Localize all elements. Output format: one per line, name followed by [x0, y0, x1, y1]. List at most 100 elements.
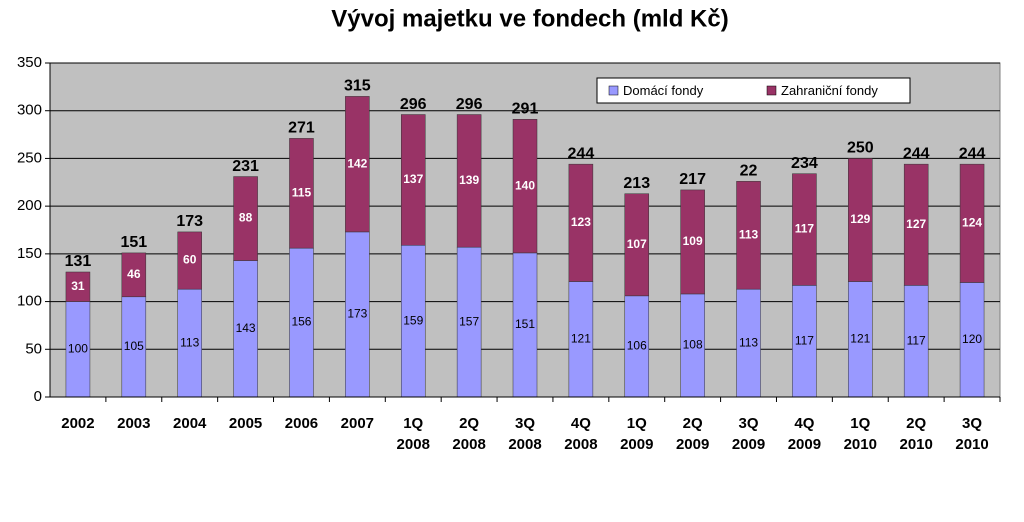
value-label: 60 [183, 253, 197, 267]
bar-segment [289, 138, 314, 249]
total-label: 296 [400, 96, 427, 113]
value-label: 173 [347, 307, 367, 321]
total-label: 151 [120, 234, 147, 251]
bar-segment [624, 295, 650, 398]
total-label: 131 [65, 253, 92, 270]
total-label: 22 [740, 163, 758, 180]
value-label: 88 [239, 211, 253, 225]
y-tick-label: 50 [25, 340, 42, 357]
value-label: 113 [739, 335, 758, 349]
bar-segment [512, 119, 538, 254]
total-label: 315 [344, 78, 371, 95]
bar-segment [345, 96, 370, 233]
total-label: 244 [568, 145, 595, 162]
value-label: 105 [124, 339, 144, 353]
legend-swatch [608, 85, 619, 96]
value-label: 123 [571, 215, 591, 229]
x-tick-label: 4Q 2009 [787, 415, 822, 453]
bar-segment [121, 252, 147, 298]
y-tick-label: 350 [17, 54, 42, 71]
bar-segment [177, 231, 202, 290]
chart-title: Vývoj majetku ve fondech (mld Kč) [331, 5, 728, 32]
x-tick-label: 2Q 2010 [899, 415, 933, 453]
bar-segment [456, 246, 482, 398]
legend-label: Domácí fondy [623, 83, 704, 98]
x-tick-label: 2004 [173, 415, 207, 432]
value-label: 121 [850, 331, 870, 345]
x-tick-label: 2002 [61, 415, 95, 432]
x-tick-label: 2006 [284, 415, 319, 432]
value-label: 157 [459, 314, 479, 328]
bar-segment [680, 189, 705, 295]
value-label: 107 [627, 237, 647, 251]
x-tick-label: 1Q 2009 [620, 415, 654, 453]
value-label: 151 [515, 317, 535, 331]
total-label: 296 [456, 96, 483, 113]
bar-segment [233, 260, 258, 398]
y-tick-label: 300 [17, 102, 42, 119]
value-label: 117 [795, 333, 814, 347]
x-tick-label: 3Q 2008 [508, 415, 542, 453]
value-label: 100 [68, 341, 88, 355]
total-label: 217 [679, 171, 706, 188]
bar-segment [848, 158, 873, 282]
value-label: 117 [795, 222, 815, 236]
value-label: 106 [627, 339, 647, 353]
value-label: 108 [683, 338, 703, 352]
bar-segment [65, 301, 91, 398]
value-label: 113 [739, 227, 759, 241]
total-label: 244 [959, 145, 986, 162]
x-tick-label: 2Q 2009 [675, 415, 710, 453]
total-label: 234 [791, 155, 818, 172]
legend-swatch [766, 85, 777, 96]
y-tick-label: 200 [17, 197, 42, 214]
x-tick-label: 2007 [340, 415, 375, 432]
x-tick-label: 1Q 2008 [396, 415, 430, 453]
value-label: 127 [906, 217, 926, 231]
x-tick-label: 3Q 2009 [731, 415, 766, 453]
bar-segment [959, 282, 985, 398]
value-label: 142 [347, 156, 367, 170]
x-tick-label: 3Q 2010 [955, 415, 989, 453]
bar-segment [177, 288, 202, 398]
total-label: 244 [903, 145, 930, 162]
value-label: 156 [291, 315, 311, 329]
value-label: 124 [962, 215, 982, 229]
bar-segment [400, 114, 426, 246]
bar-segment [289, 247, 314, 398]
x-tick-label: 4Q 2008 [564, 415, 598, 453]
value-label: 117 [907, 333, 926, 347]
x-tick-label: 2Q 2008 [452, 415, 486, 453]
value-label: 139 [459, 173, 479, 187]
value-label: 121 [571, 331, 591, 345]
bar-segment [959, 163, 985, 283]
bar-segment [456, 114, 482, 248]
y-tick-label: 100 [17, 293, 42, 310]
bar-segment [624, 193, 650, 297]
bar-segment [233, 176, 258, 261]
legend-label: Zahraniční fondy [781, 83, 878, 98]
bar-segment [736, 288, 761, 398]
y-tick-label: 0 [34, 388, 42, 405]
bar-segment [345, 231, 370, 398]
bar-segment [65, 271, 91, 302]
total-label: 250 [847, 140, 874, 157]
bar-segment [792, 285, 817, 398]
bar-segment [680, 293, 705, 398]
bar-segment [568, 281, 594, 398]
bar-segment [903, 285, 929, 398]
value-label: 137 [403, 172, 423, 186]
value-label: 113 [180, 335, 199, 349]
x-tick-label: 2003 [117, 415, 151, 432]
value-label: 159 [403, 313, 423, 327]
total-label: 291 [512, 101, 539, 118]
legend-box [596, 77, 911, 104]
total-label: 231 [232, 158, 259, 175]
value-label: 31 [71, 279, 85, 293]
value-label: 120 [962, 332, 982, 346]
bar-segment [736, 181, 761, 290]
bar-segment [568, 163, 594, 282]
value-label: 46 [127, 267, 141, 281]
y-tick-label: 250 [17, 149, 42, 166]
